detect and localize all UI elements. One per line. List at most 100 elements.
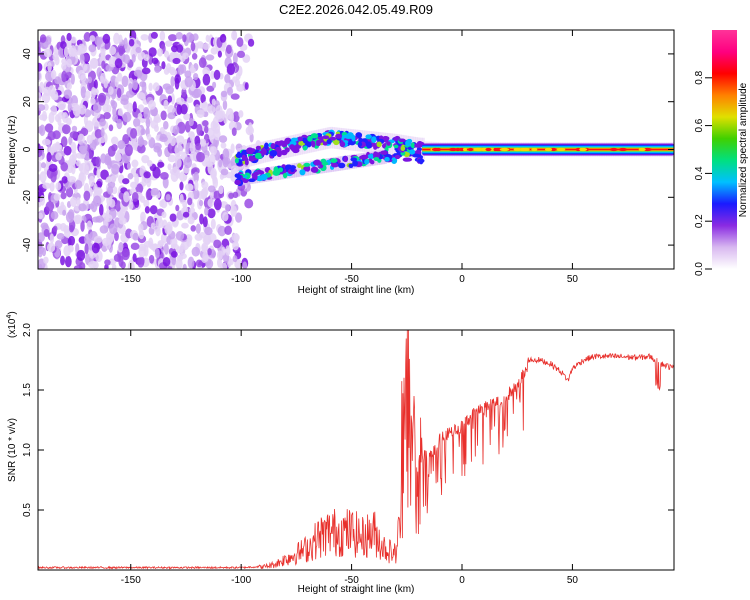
x-tick-label: -50 xyxy=(344,274,359,285)
noise-blob xyxy=(207,185,216,193)
noise-blob xyxy=(89,35,96,42)
branch-blob xyxy=(241,154,246,161)
y-tick-label: 2.0 xyxy=(22,323,33,337)
noise-blob xyxy=(216,250,223,261)
noise-blob xyxy=(150,222,156,230)
branch-blob xyxy=(384,156,390,162)
noise-blob xyxy=(117,72,123,82)
noise-blob xyxy=(74,215,81,225)
noise-blob xyxy=(101,60,106,70)
noise-blob xyxy=(95,156,101,168)
noise-blob xyxy=(67,158,77,166)
noise-blob xyxy=(93,79,98,90)
noise-blob xyxy=(67,235,76,246)
noise-blob xyxy=(122,111,132,123)
branch-blob xyxy=(297,136,303,142)
noise-blob xyxy=(186,237,192,247)
noise-blob xyxy=(70,36,77,44)
branch-blob xyxy=(357,141,363,147)
noise-blob xyxy=(114,58,123,69)
branch-blob xyxy=(272,169,281,176)
noise-blob xyxy=(220,90,228,98)
lower-branch-halo xyxy=(295,162,299,178)
noise-blob xyxy=(213,239,222,249)
noise-blob xyxy=(99,203,104,216)
noise-blob xyxy=(201,120,209,127)
noise-blob xyxy=(96,37,101,50)
noise-blob xyxy=(176,246,184,254)
noise-blob xyxy=(47,61,52,73)
colorbar xyxy=(712,30,737,269)
noise-blob xyxy=(214,110,223,120)
noise-blob xyxy=(39,195,46,206)
noise-blob xyxy=(154,248,160,259)
noise-blob xyxy=(232,191,239,199)
noise-blob xyxy=(217,225,227,237)
noise-blob xyxy=(58,205,64,215)
noise-blob xyxy=(126,102,134,114)
branch-blob xyxy=(360,154,369,160)
noise-blob xyxy=(148,254,155,264)
carrier-spot xyxy=(531,147,538,152)
noise-blob xyxy=(54,240,63,249)
noise-blob xyxy=(174,77,180,90)
carrier-spot xyxy=(638,147,646,152)
carrier-spot xyxy=(462,147,468,152)
noise-blob xyxy=(112,114,119,122)
branch-blob xyxy=(326,138,332,145)
snr-ylabel: SNR (10 * v/v) xyxy=(7,418,18,482)
branch-blob xyxy=(278,140,286,146)
noise-blob xyxy=(78,104,87,115)
noise-blob xyxy=(232,30,238,41)
noise-blob xyxy=(130,242,140,251)
noise-blob xyxy=(41,138,51,146)
noise-blob xyxy=(66,82,72,90)
noise-blob xyxy=(247,38,255,47)
noise-blob xyxy=(185,146,190,155)
noise-blob xyxy=(118,242,124,251)
noise-blob xyxy=(102,33,111,44)
noise-blob xyxy=(63,245,71,257)
noise-blob xyxy=(66,32,72,42)
noise-blob xyxy=(60,191,67,200)
band-halo xyxy=(415,137,418,159)
noise-blob xyxy=(242,261,248,269)
noise-blob xyxy=(171,166,180,176)
branch-blob xyxy=(322,135,330,140)
noise-blob xyxy=(225,245,231,256)
branch-blob xyxy=(350,157,358,162)
noise-blob xyxy=(181,222,189,229)
noise-blob xyxy=(228,192,234,199)
branch-blob xyxy=(393,136,399,142)
noise-blob xyxy=(118,217,127,225)
noise-blob xyxy=(199,213,204,225)
branch-blob xyxy=(348,163,354,169)
noise-blob xyxy=(110,136,119,145)
noise-blob xyxy=(161,211,167,219)
noise-blob xyxy=(120,98,129,106)
spectrogram-plot xyxy=(38,30,674,269)
noise-blob xyxy=(97,137,106,144)
noise-blob xyxy=(201,181,209,189)
band-halo xyxy=(286,136,289,158)
noise-blob xyxy=(222,212,229,222)
noise-blob xyxy=(203,186,209,197)
branch-blob xyxy=(260,173,268,181)
noise-blob xyxy=(247,122,253,134)
branch-blob xyxy=(330,158,338,163)
noise-blob xyxy=(98,94,106,106)
noise-blob xyxy=(55,152,62,161)
noise-blob xyxy=(143,54,150,61)
noise-blob xyxy=(140,211,146,222)
branch-blob xyxy=(290,137,298,142)
noise-blob xyxy=(159,30,166,42)
y-tick-label: 1.0 xyxy=(22,443,33,457)
noise-blob xyxy=(146,133,152,141)
noise-blob xyxy=(143,108,151,120)
noise-blob xyxy=(220,142,227,149)
branch-blob xyxy=(299,169,306,176)
noise-blob xyxy=(102,103,109,113)
noise-blob xyxy=(161,61,166,70)
noise-blob xyxy=(209,190,214,199)
noise-blob xyxy=(207,208,216,219)
